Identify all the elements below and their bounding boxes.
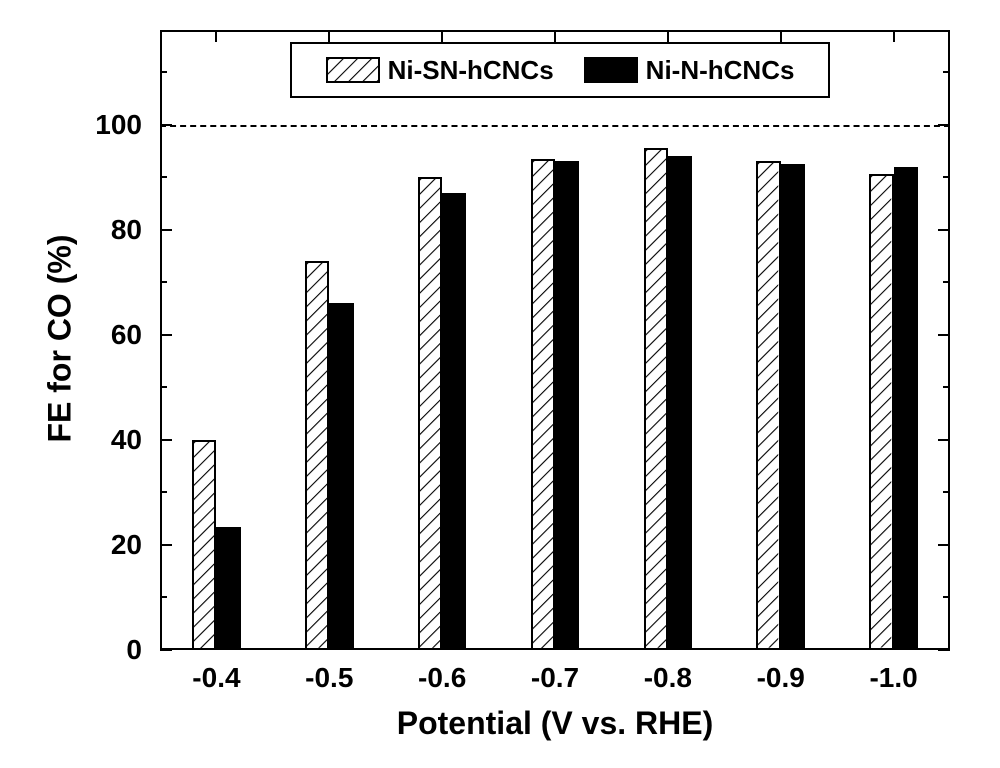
legend-swatch bbox=[584, 57, 638, 83]
y-tick-label: 60 bbox=[62, 319, 142, 351]
legend-label: Ni-SN-hCNCs bbox=[388, 55, 554, 86]
y-tick-mark bbox=[938, 544, 950, 546]
y-minor-tick-mark bbox=[943, 386, 950, 388]
y-minor-tick-mark bbox=[943, 176, 950, 178]
x-tick-mark bbox=[893, 30, 895, 42]
x-tick-label: -0.5 bbox=[289, 662, 369, 694]
y-minor-tick-mark bbox=[943, 281, 950, 283]
bar-hatched bbox=[531, 159, 555, 650]
y-tick-mark bbox=[160, 544, 172, 546]
legend-box: Ni-SN-hCNCs Ni-N-hCNCs bbox=[290, 42, 830, 98]
x-tick-label: -0.7 bbox=[515, 662, 595, 694]
chart-container: FE for CO (%) Potential (V vs. RHE) 0204… bbox=[0, 0, 1000, 768]
legend-label: Ni-N-hCNCs bbox=[646, 55, 795, 86]
bar-hatched bbox=[644, 148, 668, 650]
x-tick-label: -0.4 bbox=[176, 662, 256, 694]
y-tick-mark bbox=[160, 334, 172, 336]
y-minor-tick-mark bbox=[160, 281, 167, 283]
x-tick-mark bbox=[328, 30, 330, 42]
x-tick-label: -1.0 bbox=[854, 662, 934, 694]
x-tick-label: -0.9 bbox=[741, 662, 821, 694]
y-tick-label: 0 bbox=[62, 634, 142, 666]
y-tick-label: 100 bbox=[62, 109, 142, 141]
x-tick-mark bbox=[780, 30, 782, 42]
bar-hatched bbox=[192, 440, 216, 650]
y-tick-mark bbox=[160, 649, 172, 651]
y-minor-tick-mark bbox=[160, 176, 167, 178]
bar-solid bbox=[329, 303, 353, 650]
bar-hatched bbox=[418, 177, 442, 650]
y-minor-tick-mark bbox=[160, 71, 167, 73]
y-tick-mark bbox=[938, 439, 950, 441]
y-tick-label: 40 bbox=[62, 424, 142, 456]
bar-hatched bbox=[756, 161, 780, 650]
x-axis-label: Potential (V vs. RHE) bbox=[160, 705, 950, 742]
y-tick-mark bbox=[938, 334, 950, 336]
y-tick-mark bbox=[938, 229, 950, 231]
y-tick-label: 80 bbox=[62, 214, 142, 246]
bar-solid bbox=[442, 193, 466, 650]
x-tick-mark bbox=[215, 30, 217, 42]
x-tick-label: -0.8 bbox=[628, 662, 708, 694]
x-tick-label: -0.6 bbox=[402, 662, 482, 694]
legend-item: Ni-SN-hCNCs bbox=[326, 55, 554, 86]
y-tick-label: 20 bbox=[62, 529, 142, 561]
legend-item: Ni-N-hCNCs bbox=[584, 55, 795, 86]
y-minor-tick-mark bbox=[943, 491, 950, 493]
bar-hatched bbox=[305, 261, 329, 650]
bar-solid bbox=[216, 527, 240, 650]
x-tick-mark bbox=[554, 30, 556, 42]
legend-swatch bbox=[326, 57, 380, 83]
x-tick-mark bbox=[441, 30, 443, 42]
y-minor-tick-mark bbox=[160, 491, 167, 493]
y-minor-tick-mark bbox=[160, 386, 167, 388]
bar-solid bbox=[781, 164, 805, 650]
bar-solid bbox=[894, 167, 918, 650]
x-tick-mark bbox=[667, 30, 669, 42]
bar-hatched bbox=[869, 174, 893, 650]
reference-line bbox=[160, 125, 950, 127]
y-tick-mark bbox=[160, 439, 172, 441]
bar-solid bbox=[555, 161, 579, 650]
y-tick-mark bbox=[938, 649, 950, 651]
y-minor-tick-mark bbox=[160, 596, 167, 598]
y-minor-tick-mark bbox=[943, 596, 950, 598]
y-tick-mark bbox=[160, 229, 172, 231]
y-minor-tick-mark bbox=[943, 71, 950, 73]
bar-solid bbox=[668, 156, 692, 650]
